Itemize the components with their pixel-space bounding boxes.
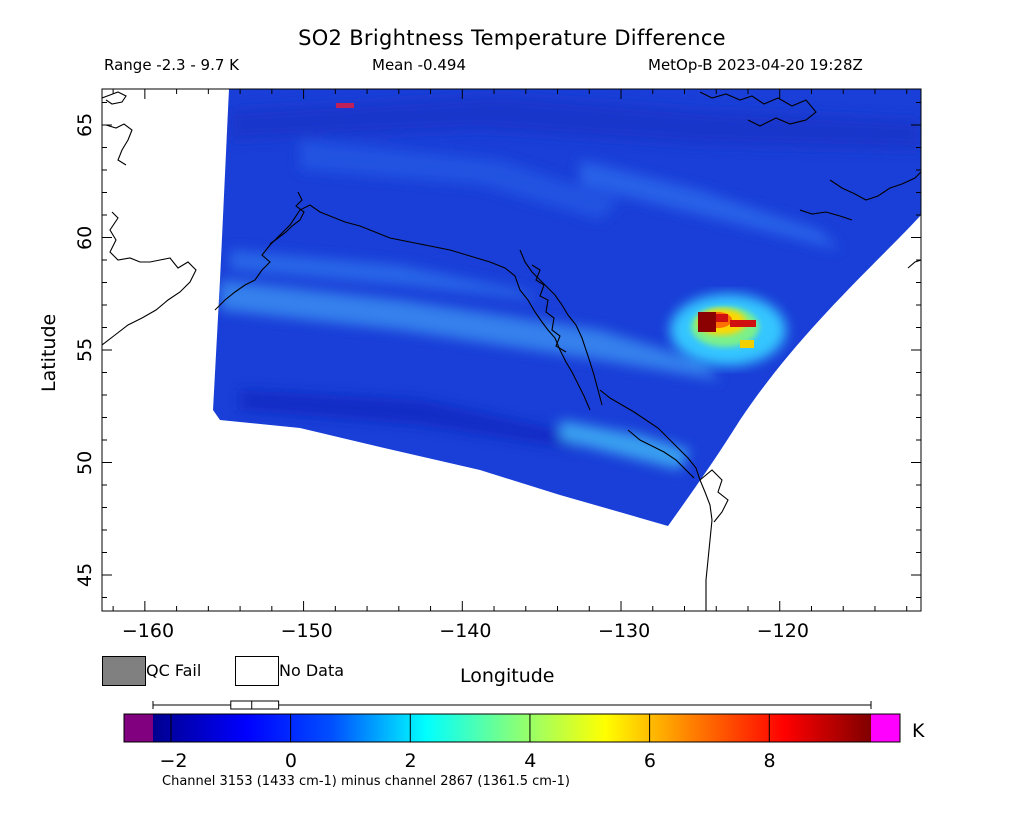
x-tick-label: −160	[121, 620, 175, 642]
x-tick-label: −140	[439, 620, 492, 642]
coastlines	[102, 91, 921, 611]
colorbar-tick-label: −2	[159, 750, 188, 772]
coast-alaska-gulf	[214, 204, 591, 411]
coast-puget-sound	[699, 469, 729, 523]
coast-arctic	[699, 91, 817, 127]
colorbar-tick-label: 4	[524, 750, 537, 772]
x-tick-marks	[112, 89, 908, 611]
colorbar-tick-label: 2	[404, 750, 417, 772]
x-tick-label: −130	[598, 620, 651, 642]
colorbar-over-swatch	[871, 714, 900, 742]
colorbar-tick-label: 6	[643, 750, 656, 772]
qc-fail-swatch	[102, 656, 146, 686]
x-axis-label: Longitude	[460, 665, 555, 687]
colorbar-tick-marks	[170, 714, 770, 742]
colorbar-tick-label: 0	[284, 750, 297, 772]
coast-islands	[531, 264, 567, 353]
coast-kamchatka-north	[105, 123, 133, 166]
coast-cook-inlet	[269, 191, 305, 245]
y-tick-marks	[102, 102, 921, 598]
boxplot-box	[230, 700, 280, 710]
distribution-boxplot	[152, 700, 872, 710]
coast-east	[907, 259, 921, 269]
colorbar-under-swatch	[124, 714, 153, 742]
colorbar-unit: K	[912, 720, 925, 742]
channel-footnote: Channel 3153 (1433 cm-1) minus channel 2…	[162, 774, 570, 789]
chart-title: SO2 Brightness Temperature Difference	[298, 26, 726, 50]
colorbar-tick-label: 8	[763, 750, 776, 772]
colorbar-ramp	[153, 714, 871, 742]
x-tick-label: −150	[280, 620, 333, 642]
satellite-time-label: MetOp-B 2023-04-20 19:28Z	[648, 56, 863, 74]
y-tick-label: 55	[74, 337, 96, 362]
isolated-hot-pixel	[336, 103, 354, 108]
swath-field	[213, 89, 921, 526]
so2-hotspot	[670, 294, 786, 366]
coast-chukotka	[102, 91, 127, 105]
qc-fail-label: QC Fail	[146, 661, 202, 680]
coast-bc-washington	[599, 389, 713, 611]
y-axis-label: Latitude	[38, 313, 60, 392]
y-tick-label: 60	[74, 225, 96, 250]
coast-vancouver-island	[627, 429, 695, 479]
y-tick-label: 45	[74, 562, 96, 587]
coast-hudson	[829, 171, 921, 201]
colorbar-frame	[123, 713, 901, 743]
coast-kamchatka	[102, 211, 197, 346]
mean-label: Mean -0.494	[372, 56, 466, 74]
y-tick-label: 50	[74, 450, 96, 475]
coast-lake	[799, 209, 853, 221]
no-data-label: No Data	[279, 661, 345, 680]
x-tick-label: −120	[756, 620, 809, 642]
y-tick-label: 65	[74, 112, 96, 137]
no-data-swatch	[235, 656, 279, 686]
swath-texture	[220, 95, 921, 470]
range-label: Range -2.3 - 9.7 K	[104, 56, 239, 74]
coast-panhandle	[519, 249, 603, 406]
